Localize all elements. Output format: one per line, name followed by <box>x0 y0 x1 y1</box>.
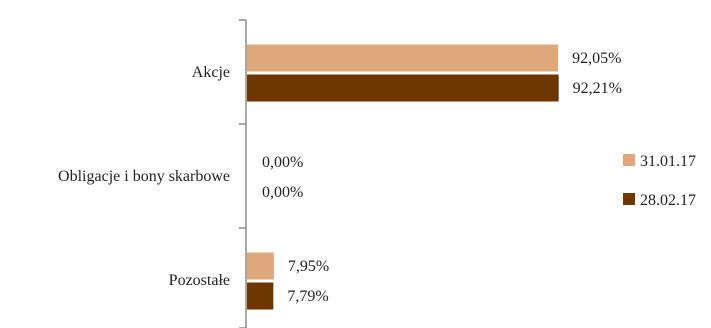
category-label: Pozostałe <box>169 272 230 289</box>
legend-swatch <box>623 154 635 166</box>
y-axis-ticks <box>239 19 246 328</box>
bar-series-1 <box>247 44 559 72</box>
data-label: 92,05% <box>572 50 621 67</box>
bar-series-1 <box>247 252 274 280</box>
category-labels: Akcje Obligacje i bony skarbowe Pozostałe <box>58 64 230 289</box>
data-label: 92,21% <box>573 80 622 97</box>
category-label: Akcje <box>192 64 230 81</box>
data-label: 0,00% <box>262 154 303 171</box>
data-labels: 92,05% 0,00% 7,95% 92,21% 0,00% 7,79% <box>262 50 622 305</box>
legend-swatch <box>623 193 635 205</box>
bars <box>247 44 559 310</box>
legend-label: 28.02.17 <box>640 192 696 209</box>
legend: 31.01.17 28.02.17 <box>623 153 696 209</box>
legend-label: 31.01.17 <box>640 153 696 170</box>
data-label: 0,00% <box>262 184 303 201</box>
category-label: Obligacje i bony skarbowe <box>58 168 230 185</box>
bar-series-2 <box>247 282 274 310</box>
bar-series-2 <box>247 74 559 102</box>
data-label: 7,95% <box>288 258 329 275</box>
data-label: 7,79% <box>287 288 328 305</box>
